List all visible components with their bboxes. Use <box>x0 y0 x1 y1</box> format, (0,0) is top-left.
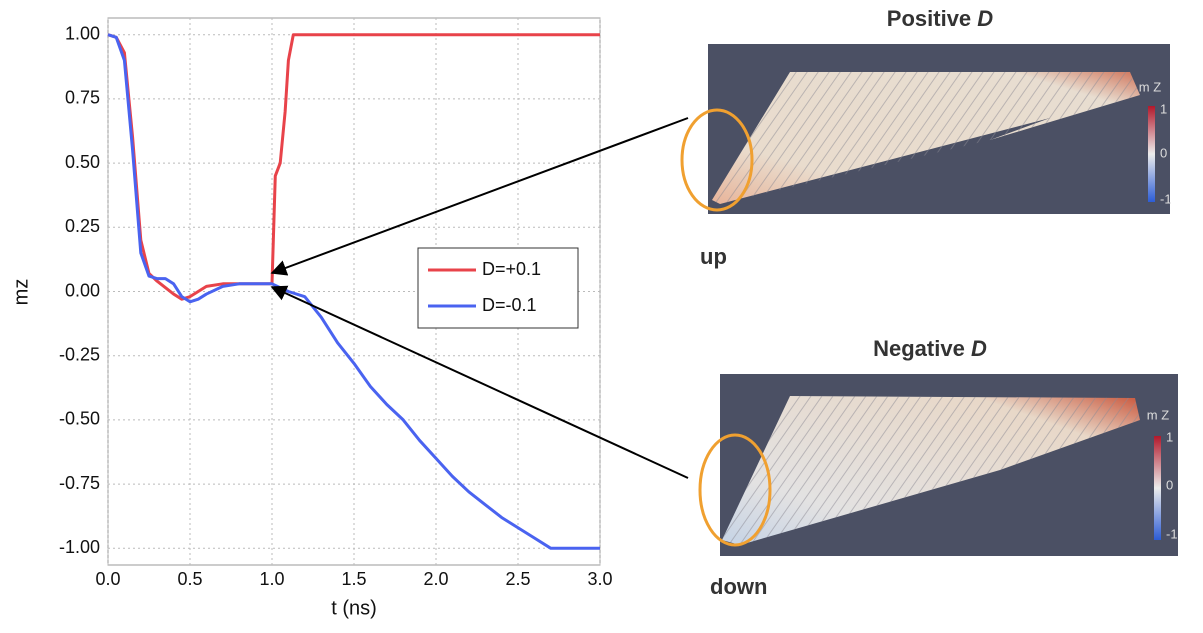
colorbar-tick: 1 <box>1160 101 1167 116</box>
x-tick-label: 0.5 <box>177 569 202 589</box>
panel-title-symbol: D <box>971 336 987 361</box>
y-tick-label: 0.00 <box>65 280 100 300</box>
legend-box <box>417 247 579 329</box>
panel-title-text: Negative <box>873 336 965 361</box>
panel-title: Positive D <box>887 6 994 31</box>
x-tick-label: 1.0 <box>259 569 284 589</box>
colorbar-label: m Z <box>1147 407 1169 422</box>
colorbar-tick: -1 <box>1166 526 1178 541</box>
y-tick-label: 1.00 <box>65 23 100 43</box>
panel-title-symbol: D <box>977 6 993 31</box>
y-tick-label: -1.00 <box>59 537 100 557</box>
x-tick-label: 1.5 <box>341 569 366 589</box>
colorbar <box>1154 436 1161 540</box>
panel-positive: Positive D m Z 1 0 -1 up <box>680 6 1172 269</box>
annotation: down <box>710 574 767 599</box>
legend-label: D=+0.1 <box>482 259 541 279</box>
x-tick-label: 2.0 <box>423 569 448 589</box>
y-axis-label: mz <box>10 279 32 306</box>
y-tick-label: 0.75 <box>65 88 100 108</box>
x-tick-label: 3.0 <box>587 569 612 589</box>
x-tick-label: 0.0 <box>95 569 120 589</box>
spin-texture <box>712 72 1140 204</box>
panel-title-text: Positive <box>887 6 971 31</box>
spin-texture <box>722 396 1140 545</box>
data-line <box>107 33 600 550</box>
colorbar-tick: -1 <box>1160 191 1172 206</box>
y-tick-label: -0.25 <box>59 344 100 364</box>
colorbar-tick: 0 <box>1160 145 1167 160</box>
y-tick-label: 0.25 <box>65 216 100 236</box>
legend-label: D=-0.1 <box>482 295 537 315</box>
line-chart: t (ns) mz 1.00 0.75 0.50 0.25 0.00 -0.25 -0.50… <box>10 17 613 619</box>
annotation: up <box>700 244 727 269</box>
x-tick-label: 2.5 <box>505 569 530 589</box>
highlight-circle <box>698 433 772 547</box>
colorbar <box>1148 106 1155 202</box>
x-axis-label: t (ns) <box>331 597 377 619</box>
panel-title: Negative D <box>873 336 987 361</box>
colorbar-tick: 0 <box>1166 477 1173 492</box>
colorbar-tick: 1 <box>1166 429 1173 444</box>
y-tick-label: -0.50 <box>59 409 100 429</box>
highlight-circle <box>680 108 754 212</box>
y-tick-label: -0.75 <box>59 473 100 493</box>
arrow <box>270 117 689 276</box>
arrow <box>270 285 689 479</box>
panel-negative: Negative D m Z 1 0 -1 down <box>698 336 1178 599</box>
colorbar-label: m Z <box>1139 79 1161 94</box>
y-tick-label: 0.50 <box>65 152 100 172</box>
